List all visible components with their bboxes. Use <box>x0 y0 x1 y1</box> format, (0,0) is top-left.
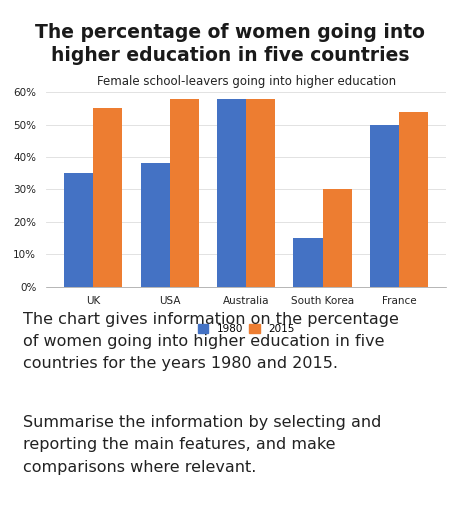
Text: The percentage of women going into
higher education in five countries: The percentage of women going into highe… <box>35 24 424 65</box>
Title: Female school-leavers going into higher education: Female school-leavers going into higher … <box>96 75 395 88</box>
Bar <box>322 189 351 287</box>
Bar <box>398 112 427 287</box>
Bar <box>217 99 246 287</box>
Bar <box>246 99 274 287</box>
Bar <box>169 99 198 287</box>
Bar <box>140 163 169 287</box>
Text: Summarise the information by selecting and
reporting the main features, and make: Summarise the information by selecting a… <box>23 415 381 475</box>
Bar <box>93 109 122 287</box>
Bar <box>64 173 93 287</box>
Bar <box>293 238 322 287</box>
Legend: 1980, 2015: 1980, 2015 <box>196 322 296 336</box>
Bar <box>369 124 398 287</box>
Text: The chart gives information on the percentage
of women going into higher educati: The chart gives information on the perce… <box>23 312 398 371</box>
